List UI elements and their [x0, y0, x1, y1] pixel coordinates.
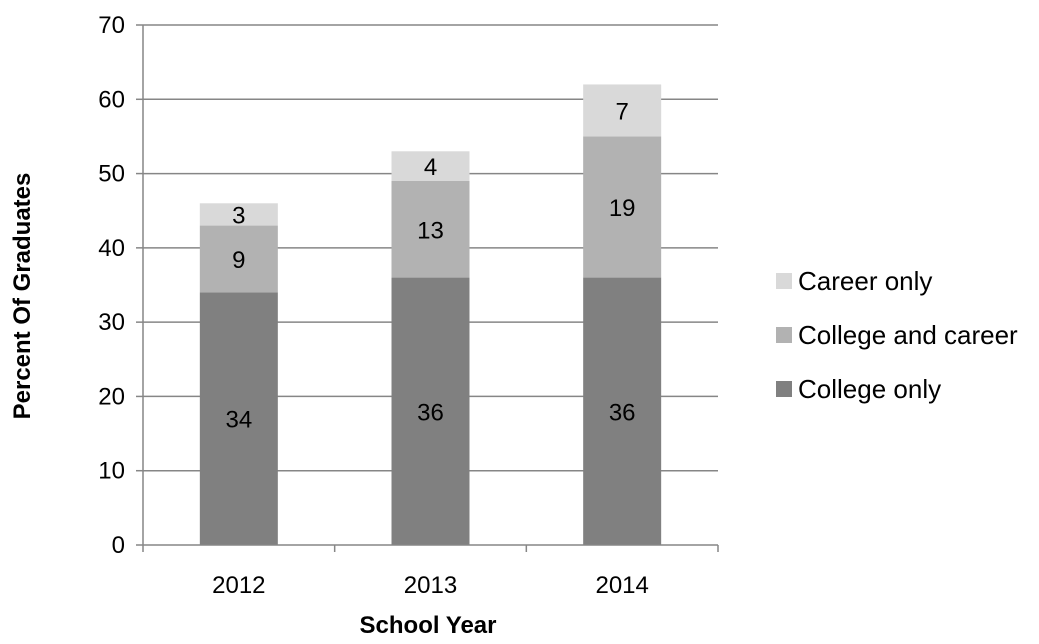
- bar-career-only-2012: [199, 203, 278, 226]
- y-tick-label: 30: [98, 309, 125, 336]
- y-tick-label: 60: [98, 86, 125, 113]
- data-label-college-only-2014: 36: [609, 399, 636, 426]
- legend: Career only College and career College onl…: [776, 266, 1018, 404]
- bar-college-only-2014: [583, 277, 662, 545]
- data-label-career-only-2013: 4: [424, 154, 437, 181]
- bar-college-and-career-2014: [583, 136, 662, 278]
- x-tick-label: 2012: [212, 572, 265, 599]
- legend-item-college-and-career: College and career: [776, 320, 1018, 350]
- legend-item-career-only: Career only: [776, 266, 932, 296]
- bar-college-only-2013: [391, 277, 470, 545]
- data-label-college-and-career-2013: 13: [417, 217, 444, 244]
- y-tick-label: 10: [98, 458, 125, 485]
- legend-swatch: [776, 381, 792, 397]
- bar-college-and-career-2013: [391, 181, 470, 278]
- data-label-college-and-career-2012: 9: [232, 247, 245, 274]
- legend-label: Career only: [798, 266, 932, 296]
- y-tick-label: 50: [98, 161, 125, 188]
- data-label-career-only-2014: 7: [615, 98, 628, 125]
- legend-item-college-only: College only: [776, 374, 941, 404]
- legend-swatch: [776, 273, 792, 289]
- axes: [136, 24, 719, 552]
- y-tick-labels: 0 10 20 30 40 50 60 70: [98, 12, 125, 559]
- bar-career-only-2014: [583, 84, 662, 137]
- x-tick-label: 2013: [404, 572, 457, 599]
- y-tick-label: 20: [98, 383, 125, 410]
- y-axis-title: Percent Of Graduates: [9, 173, 36, 420]
- data-label-college-and-career-2014: 19: [609, 195, 636, 222]
- segment-labels: 34 9 3 36 13 4 36 19 7: [225, 98, 635, 433]
- y-tick-label: 0: [112, 532, 125, 559]
- bar-career-only-2013: [391, 151, 470, 181]
- x-axis-title: School Year: [360, 612, 497, 639]
- legend-label: College and career: [798, 320, 1018, 350]
- legend-label: College only: [798, 374, 941, 404]
- y-tick-label: 40: [98, 235, 125, 262]
- data-label-college-only-2012: 34: [225, 407, 252, 434]
- legend-swatch: [776, 327, 792, 343]
- bars: [199, 84, 662, 545]
- x-tick-label: 2014: [595, 572, 648, 599]
- bar-college-and-career-2012: [199, 225, 278, 293]
- data-label-college-only-2013: 36: [417, 399, 444, 426]
- data-label-career-only-2012: 3: [232, 202, 245, 229]
- x-tick-labels: 2012 2013 2014: [212, 572, 649, 599]
- y-tick-label: 70: [98, 12, 125, 39]
- bar-college-only-2012: [199, 292, 278, 545]
